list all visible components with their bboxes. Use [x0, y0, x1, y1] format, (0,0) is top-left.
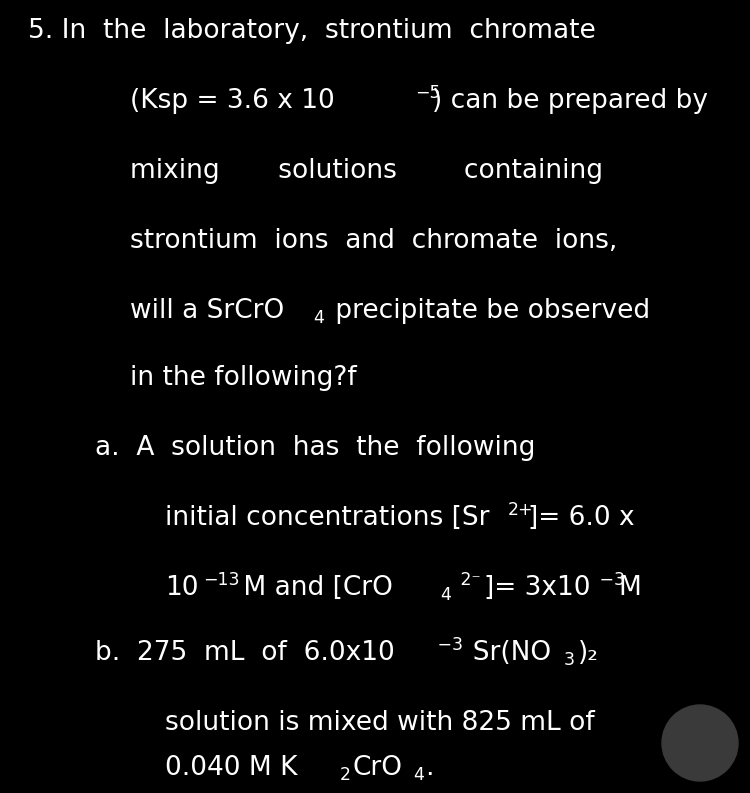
- Text: mixing       solutions        containing: mixing solutions containing: [130, 158, 603, 184]
- Text: 4: 4: [413, 766, 424, 784]
- Text: strontium  ions  and  chromate  ions,: strontium ions and chromate ions,: [130, 228, 617, 254]
- Text: ∨: ∨: [691, 741, 709, 761]
- Text: 3: 3: [564, 651, 575, 669]
- Text: in the following?f: in the following?f: [130, 365, 357, 391]
- Text: −13: −13: [203, 571, 239, 589]
- Text: M and [CrO: M and [CrO: [235, 575, 393, 601]
- Text: ) can be prepared by: ) can be prepared by: [432, 88, 708, 114]
- Text: ]= 6.0 x: ]= 6.0 x: [528, 505, 634, 531]
- Text: a.  A  solution  has  the  following: a. A solution has the following: [95, 435, 536, 461]
- Text: 2⁻: 2⁻: [455, 571, 481, 589]
- Text: 2: 2: [340, 766, 351, 784]
- Text: 4: 4: [313, 309, 324, 327]
- Text: 5. In  the  laboratory,  strontium  chromate: 5. In the laboratory, strontium chromate: [28, 18, 596, 44]
- Text: )₂: )₂: [578, 640, 598, 666]
- Text: CrO: CrO: [352, 755, 402, 781]
- Text: −5: −5: [415, 84, 440, 102]
- Text: solution is mixed with 825 mL of: solution is mixed with 825 mL of: [165, 710, 595, 736]
- Text: b.  275  mL  of  6.0x10: b. 275 mL of 6.0x10: [95, 640, 394, 666]
- Text: ]= 3x10: ]= 3x10: [484, 575, 590, 601]
- Text: Sr(NO: Sr(NO: [456, 640, 551, 666]
- Text: −3: −3: [432, 636, 463, 654]
- Text: (Ksp = 3.6 x 10: (Ksp = 3.6 x 10: [130, 88, 334, 114]
- Text: M: M: [618, 575, 640, 601]
- Text: 10: 10: [165, 575, 199, 601]
- Text: initial concentrations [Sr: initial concentrations [Sr: [165, 505, 490, 531]
- Circle shape: [662, 705, 738, 781]
- Text: .: .: [425, 755, 433, 781]
- Text: ∧: ∧: [691, 721, 709, 741]
- Text: 2+: 2+: [508, 501, 534, 519]
- Text: will a SrCrO: will a SrCrO: [130, 298, 284, 324]
- Text: −3: −3: [594, 571, 625, 589]
- Text: precipitate be observed: precipitate be observed: [327, 298, 650, 324]
- Text: 0.040 M K: 0.040 M K: [165, 755, 298, 781]
- Text: 4: 4: [440, 586, 451, 604]
